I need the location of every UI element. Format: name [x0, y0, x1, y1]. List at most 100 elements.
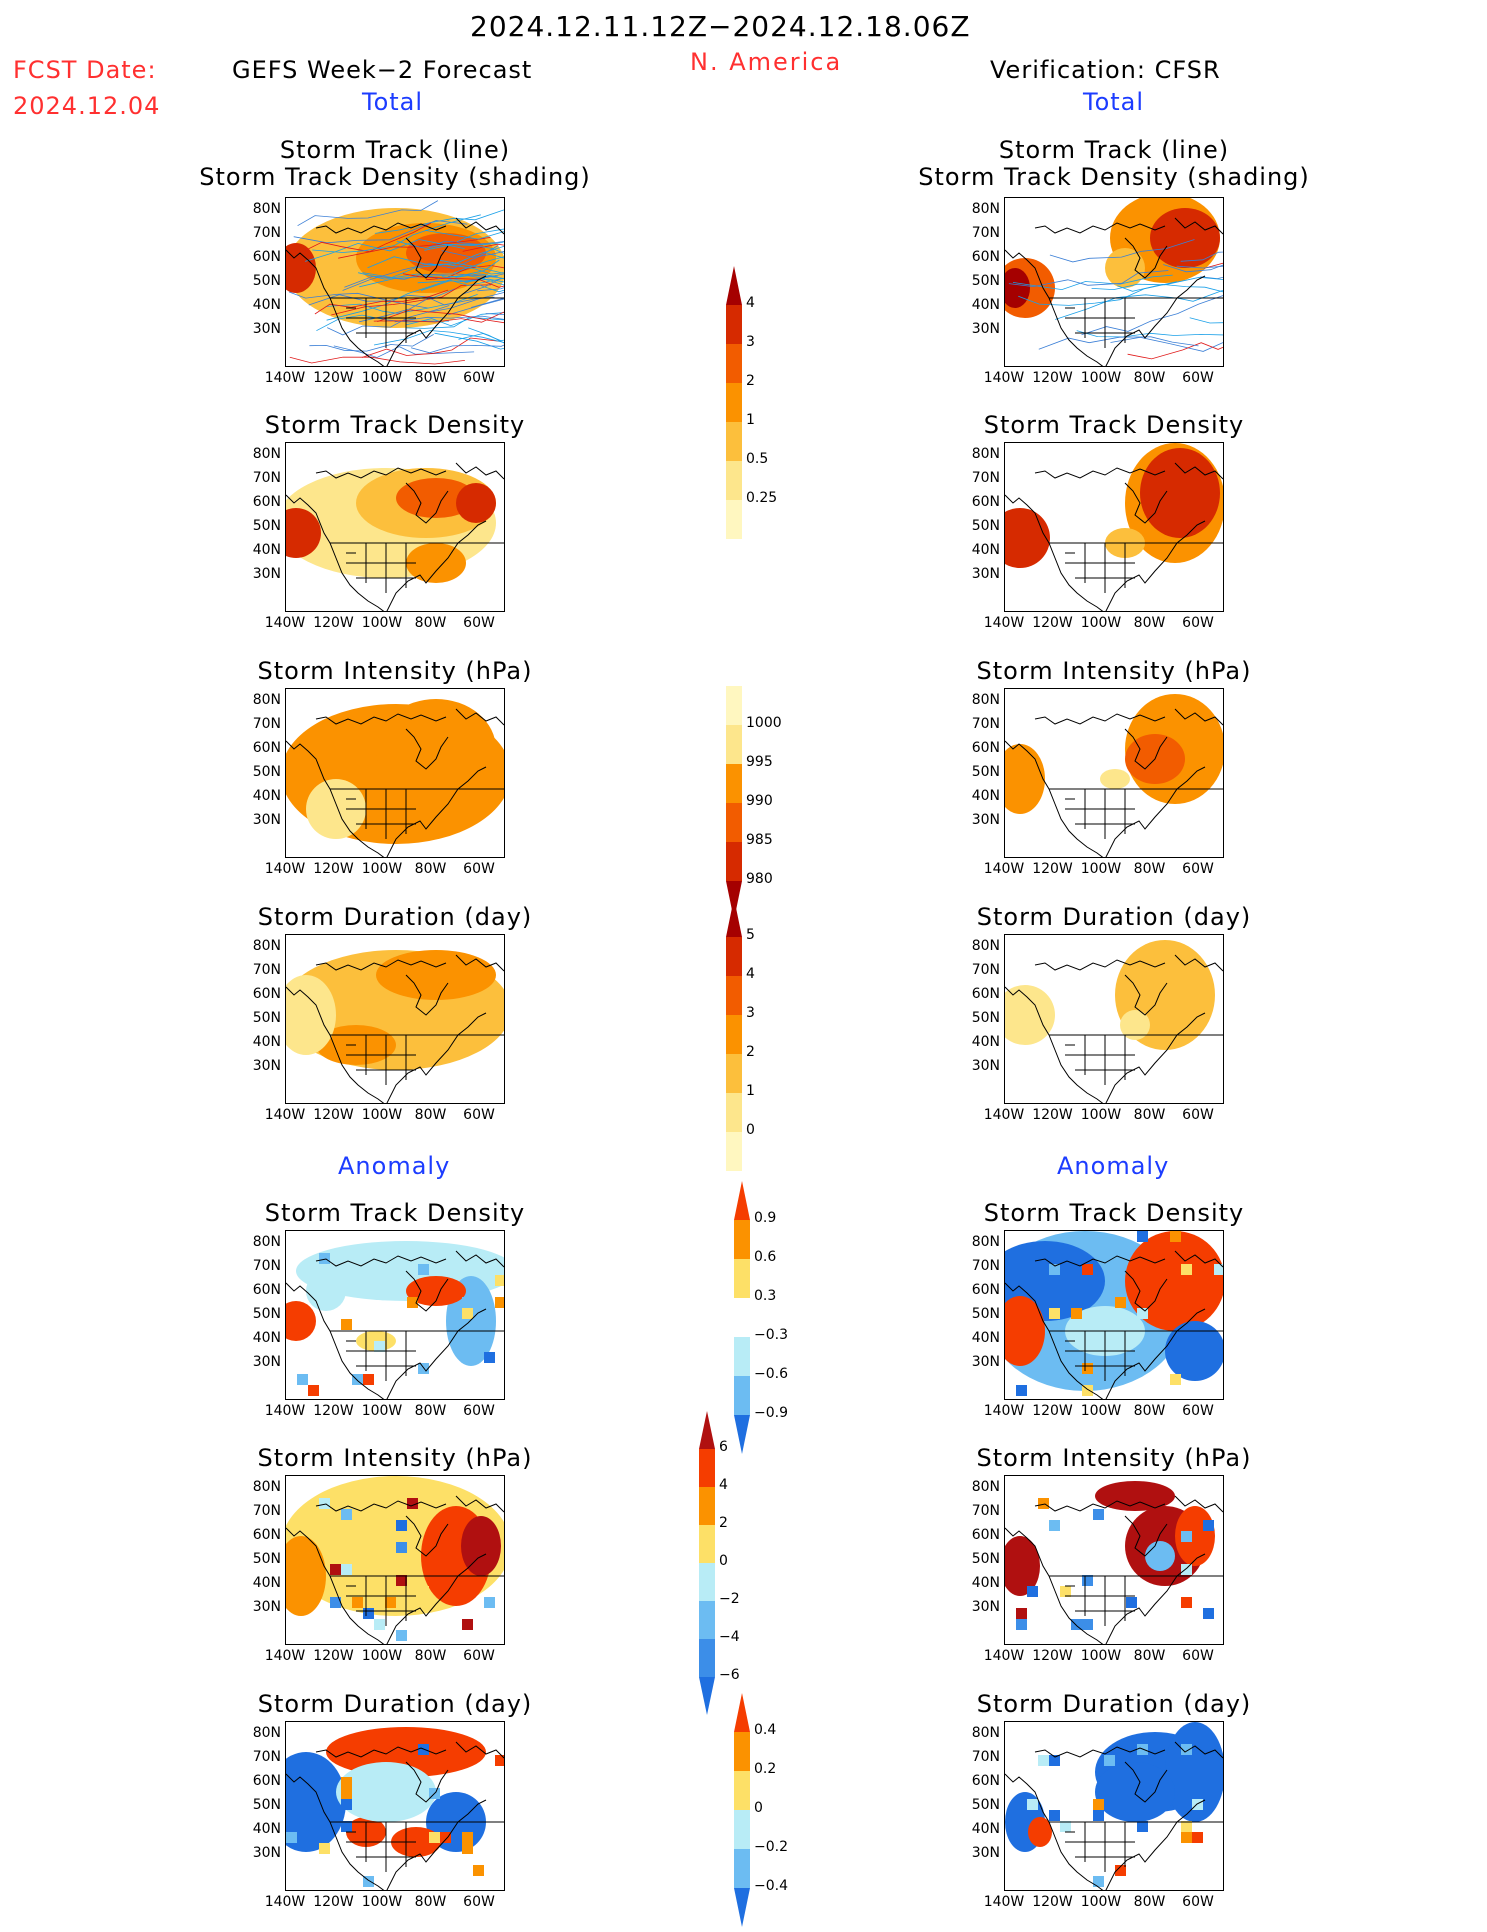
grid-cell — [1049, 1755, 1060, 1766]
storm-track-line — [396, 240, 504, 254]
storm-track-line — [305, 239, 465, 262]
lat-tick-label: 80N — [252, 692, 281, 708]
lon-tick-label: 80W — [1133, 615, 1166, 631]
colorbar-segment — [734, 1298, 750, 1337]
lat-tick-label: 60N — [971, 494, 1000, 510]
shaded-region — [1140, 448, 1220, 538]
lat-tick-label: 70N — [971, 470, 1000, 486]
map-field — [1005, 694, 1223, 857]
lat-tick-label: 50N — [252, 1010, 281, 1026]
lat-tick-label: 40N — [971, 788, 1000, 804]
map-field — [286, 699, 504, 857]
lon-tick-label: 140W — [264, 1107, 306, 1123]
map-panel — [285, 1230, 505, 1400]
colorbar-segment — [734, 1732, 750, 1771]
map-field — [286, 462, 504, 611]
storm-track-line — [424, 241, 504, 251]
grid-cell — [1016, 1608, 1027, 1619]
lon-tick-label: 100W — [361, 1894, 403, 1910]
lat-tick-label: 30N — [252, 566, 281, 582]
panel-title: Storm Track Density — [844, 1200, 1384, 1227]
grid-cell — [1082, 1575, 1093, 1586]
colorbar-segment — [726, 1132, 742, 1171]
storm-track-line — [477, 287, 504, 292]
colorbar-label: −0.2 — [754, 1839, 788, 1855]
panel-title: Storm Track Density — [125, 1200, 665, 1227]
fcst-date-value: 2024.12.04 — [13, 92, 161, 120]
colorbar-label: −0.9 — [754, 1405, 788, 1421]
grid-cell — [407, 1487, 418, 1498]
panel-title-line: Storm Track Density — [983, 1199, 1245, 1227]
storm-track-line — [453, 256, 504, 274]
lon-tick-label: 60W — [463, 1403, 495, 1419]
lat-tick-label: 80N — [252, 1234, 281, 1250]
grid-cell — [297, 1374, 308, 1385]
storm-track-line — [333, 345, 475, 358]
map-panel — [1004, 934, 1224, 1104]
lat-tick-label: 30N — [971, 812, 1000, 828]
panel-title-line: Storm Track Density — [983, 411, 1245, 439]
colorbar-segment — [726, 686, 742, 725]
lon-tick-label: 120W — [1032, 861, 1073, 877]
grid-cell — [363, 1832, 374, 1843]
lon-tick-label: 100W — [361, 615, 403, 631]
lat-tick-label: 80N — [971, 201, 1000, 217]
panel-title-line: Storm Intensity (hPa) — [257, 1444, 533, 1472]
lon-tick-label: 60W — [1182, 861, 1214, 877]
grid-cell — [396, 1575, 407, 1586]
storm-track-line — [1180, 251, 1223, 262]
grid-cell — [1082, 1619, 1093, 1630]
storm-track-line — [358, 259, 500, 280]
colorbar-segment — [734, 1376, 750, 1415]
panel-title-line: Storm Duration (day) — [257, 903, 533, 931]
total-label-right: Total — [1083, 88, 1145, 116]
lat-tick-label: 60N — [971, 1773, 1000, 1789]
grid-cell — [341, 1799, 352, 1810]
lat-tick-label: 80N — [252, 446, 281, 462]
lon-tick-label: 120W — [1032, 615, 1073, 631]
lat-tick-label: 40N — [971, 1575, 1000, 1591]
grid-cell — [1104, 1242, 1115, 1253]
map-field — [1005, 1722, 1223, 1890]
storm-track-line — [327, 305, 450, 336]
grid-cell — [1071, 1619, 1082, 1630]
shaded-region — [306, 1271, 346, 1311]
lat-tick-label: 60N — [971, 986, 1000, 1002]
lat-tick-label: 40N — [252, 542, 281, 558]
panel-title: Storm Track (line) Storm Track Density (s… — [125, 137, 665, 191]
grid-cell — [363, 1608, 374, 1619]
lon-tick-label: 120W — [313, 1107, 354, 1123]
storm-track-line — [1008, 270, 1169, 288]
colorbar-label: −0.4 — [754, 1878, 788, 1894]
lat-tick-label: 60N — [252, 1282, 281, 1298]
grid-cell — [484, 1597, 495, 1608]
storm-track-line — [1176, 265, 1223, 269]
lat-tick-label: 50N — [971, 1306, 1000, 1322]
grid-cell — [341, 1319, 352, 1330]
storm-track-line — [456, 228, 504, 243]
panel-title: Storm Intensity (hPa) — [125, 658, 665, 685]
grid-cell — [341, 1788, 352, 1799]
grid-cell — [385, 1275, 396, 1286]
lon-tick-label: 60W — [1182, 370, 1214, 386]
colorbar-segment — [734, 1771, 750, 1810]
grid-cell — [1016, 1385, 1027, 1396]
lon-tick-label: 120W — [313, 370, 354, 386]
lon-tick-label: 60W — [463, 615, 495, 631]
lon-tick-label: 100W — [1080, 861, 1122, 877]
storm-track-line — [377, 309, 504, 324]
colorbar-segment — [726, 842, 742, 881]
lat-tick-label: 80N — [971, 938, 1000, 954]
lon-tick-label: 120W — [313, 615, 354, 631]
colorbar-segment — [726, 1015, 742, 1054]
storm-track-line — [309, 334, 434, 352]
grid-cell — [495, 1275, 504, 1286]
map-panel — [1004, 442, 1224, 612]
colorbar-segment — [734, 1220, 750, 1259]
storm-track-line — [410, 344, 504, 354]
grid-cell — [1115, 1865, 1126, 1876]
colorbar-segment — [726, 937, 742, 976]
shaded-region — [1028, 1817, 1052, 1847]
storm-track-line — [367, 245, 504, 269]
grid-cell — [319, 1498, 330, 1509]
